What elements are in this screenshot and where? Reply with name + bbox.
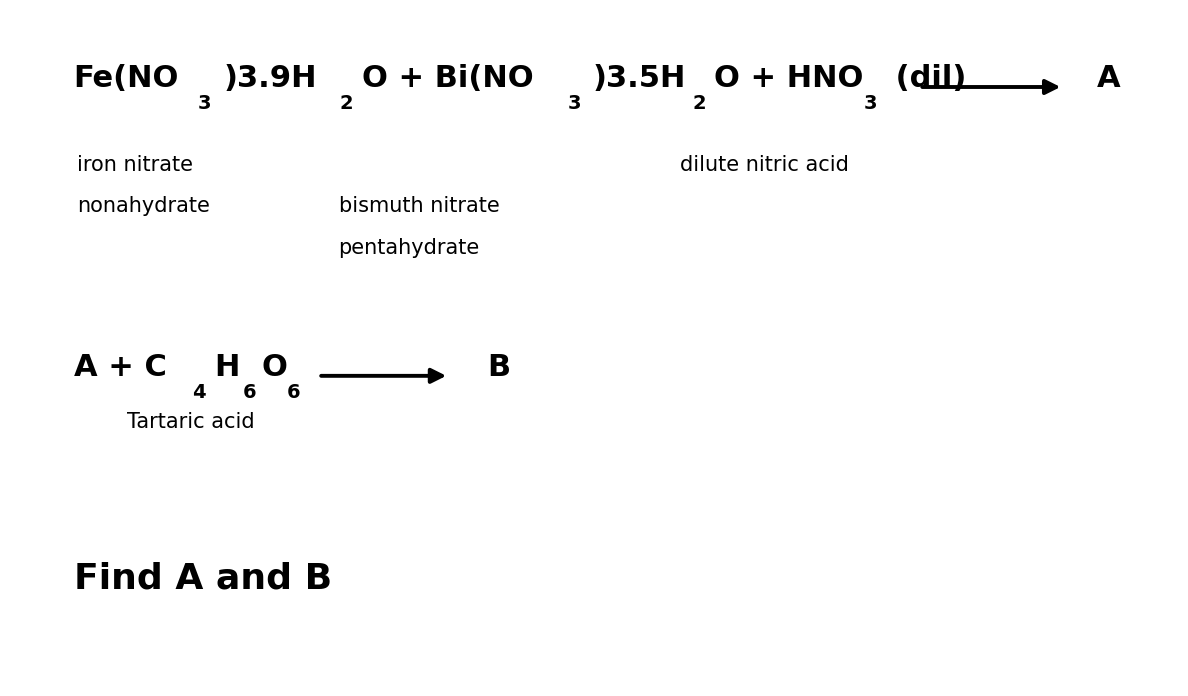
- Text: 6: 6: [242, 383, 255, 402]
- Text: 3: 3: [864, 94, 877, 113]
- Text: Fe(NO: Fe(NO: [74, 64, 179, 93]
- Text: bismuth nitrate: bismuth nitrate: [339, 196, 499, 216]
- Text: pentahydrate: pentahydrate: [339, 238, 480, 258]
- Text: nonahydrate: nonahydrate: [77, 196, 210, 216]
- Text: iron nitrate: iron nitrate: [77, 155, 194, 175]
- Text: (dil): (dil): [885, 64, 966, 93]
- Text: A + C: A + C: [74, 353, 166, 382]
- Text: O + HNO: O + HNO: [714, 64, 864, 93]
- Text: O + Bi(NO: O + Bi(NO: [362, 64, 533, 93]
- Text: Find A and B: Find A and B: [74, 561, 331, 595]
- Text: 3: 3: [568, 94, 581, 113]
- Text: dilute nitric acid: dilute nitric acid: [680, 155, 848, 175]
- Text: )3.5H: )3.5H: [593, 64, 687, 93]
- Text: Tartaric acid: Tartaric acid: [127, 412, 254, 432]
- Text: 2: 2: [693, 94, 706, 113]
- Text: 6: 6: [286, 383, 299, 402]
- Text: 4: 4: [192, 383, 206, 402]
- Text: B: B: [487, 353, 510, 382]
- Text: 3: 3: [197, 94, 210, 113]
- Text: 2: 2: [340, 94, 353, 113]
- Text: H: H: [214, 353, 239, 382]
- Text: A: A: [1097, 64, 1120, 93]
- Text: O: O: [261, 353, 287, 382]
- Text: )3.9H: )3.9H: [223, 64, 317, 93]
